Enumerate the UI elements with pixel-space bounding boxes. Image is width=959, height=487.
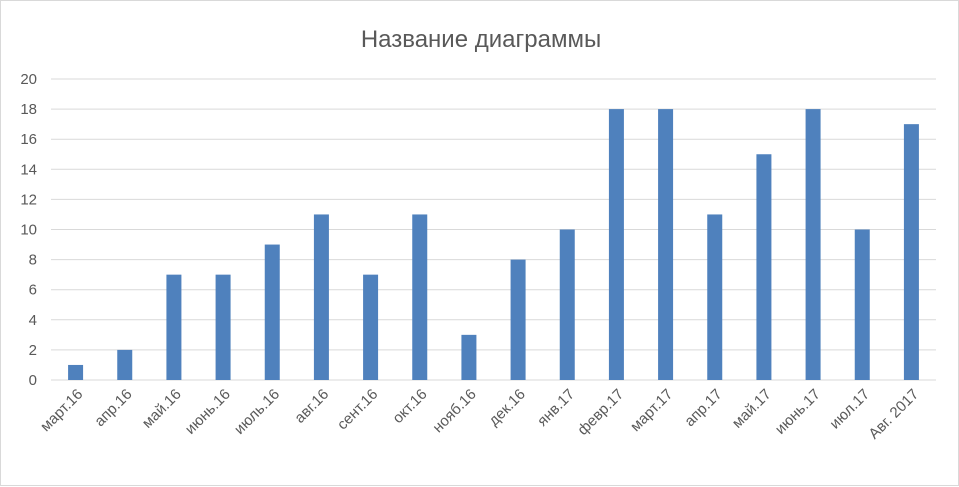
bar bbox=[215, 274, 231, 380]
x-tick-label: нояб.16 bbox=[429, 386, 479, 436]
x-tick-label: март.16 bbox=[37, 386, 86, 435]
x-tick-label: Авг. 2017 bbox=[865, 386, 922, 443]
x-tick-label: июнь.16 bbox=[182, 386, 234, 438]
bars bbox=[68, 109, 919, 381]
bar bbox=[903, 124, 919, 381]
x-tick-label: сент.16 bbox=[334, 386, 382, 434]
bar bbox=[510, 259, 526, 380]
bar bbox=[461, 334, 477, 380]
chart-title: Название диаграммы bbox=[361, 26, 601, 53]
bar bbox=[412, 214, 428, 380]
x-tick-label: апр.16 bbox=[91, 386, 135, 430]
x-tick-label: июль.16 bbox=[231, 386, 283, 438]
bar bbox=[166, 274, 182, 380]
x-tick-label: июнь.17 bbox=[772, 386, 824, 438]
bar bbox=[805, 109, 821, 380]
x-tick-label: авг.16 bbox=[291, 386, 332, 427]
bar bbox=[707, 214, 723, 380]
y-tick-label: 16 bbox=[20, 131, 37, 148]
bar bbox=[117, 349, 133, 380]
x-tick-label: май.16 bbox=[139, 386, 185, 432]
y-tick-label: 8 bbox=[29, 252, 37, 269]
bar bbox=[559, 229, 575, 380]
bar bbox=[854, 229, 870, 380]
x-tick-label: янв.17 bbox=[534, 386, 578, 430]
y-tick-label: 14 bbox=[20, 161, 37, 178]
bar bbox=[313, 214, 329, 380]
y-tick-label: 20 bbox=[20, 71, 37, 88]
gridlines bbox=[51, 78, 936, 381]
bar bbox=[363, 274, 379, 380]
y-tick-label: 6 bbox=[29, 282, 37, 299]
x-tick-label: апр.17 bbox=[681, 386, 725, 430]
y-tick-label: 0 bbox=[29, 372, 37, 389]
bar bbox=[608, 109, 624, 380]
x-tick-label: июл.17 bbox=[826, 386, 873, 433]
y-tick-label: 10 bbox=[20, 222, 37, 239]
y-tick-label: 12 bbox=[20, 191, 37, 208]
bar bbox=[756, 154, 772, 380]
x-tick-label: февр.17 bbox=[574, 386, 627, 439]
y-tick-label: 2 bbox=[29, 342, 37, 359]
bar bbox=[264, 244, 280, 380]
x-tick-label: дек.16 bbox=[485, 386, 528, 429]
x-tick-label: март.17 bbox=[627, 386, 676, 435]
x-tick-label: май.17 bbox=[729, 386, 775, 432]
x-tick-label: окт.16 bbox=[389, 386, 430, 427]
y-tick-label: 4 bbox=[29, 312, 37, 329]
y-tick-label: 18 bbox=[20, 101, 37, 118]
bar bbox=[68, 364, 84, 380]
bar bbox=[658, 109, 674, 380]
y-axis-ticks: 0 2 4 6 8 10 12 14 16 18 20 bbox=[20, 71, 37, 389]
